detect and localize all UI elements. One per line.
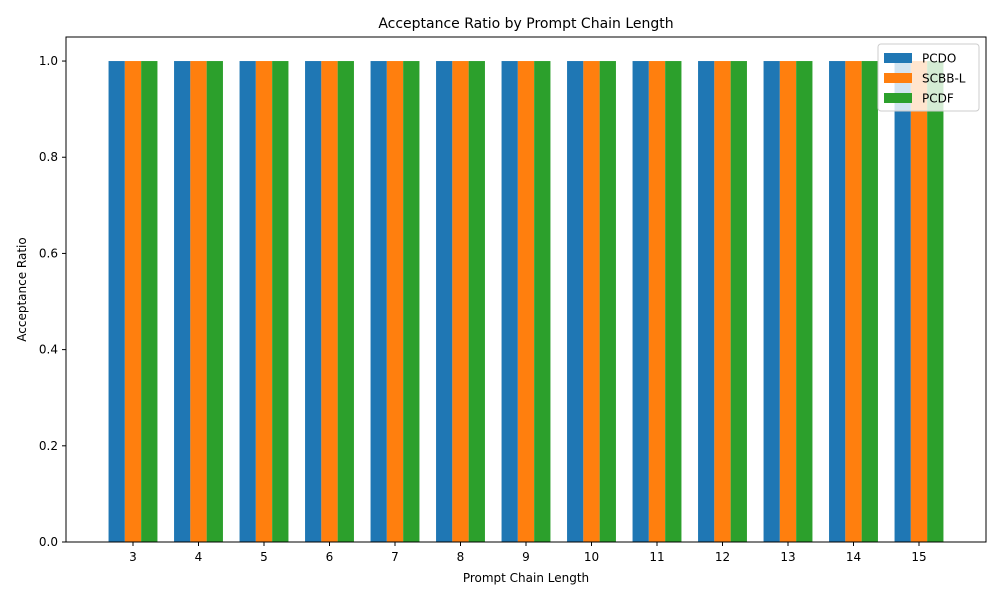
bar-pcdo-14	[829, 61, 846, 543]
bar-pcdo-15	[894, 61, 911, 543]
bar-scbb-l-5	[255, 61, 273, 543]
bar-pcdf-11	[665, 61, 682, 543]
legend: PCDO SCBB-L PCDF	[877, 43, 980, 112]
legend-swatch-pcdo	[884, 53, 912, 63]
bar-pcdo-11	[632, 61, 649, 543]
bar-pcdo-4	[174, 61, 191, 543]
y-tick-label: 0.8	[39, 150, 58, 164]
x-tick-label: 8	[457, 550, 465, 564]
bar-scbb-l-4	[190, 61, 207, 543]
bar-pcdo-6	[305, 61, 322, 543]
bar-pcdf-12	[730, 61, 747, 543]
legend-label-scbb-l: SCBB-L	[922, 72, 966, 86]
x-tick-label: 13	[780, 550, 795, 564]
x-tick-label: 3	[129, 550, 137, 564]
x-tick-label: 5	[260, 550, 268, 564]
y-tick-label: 1.0	[39, 54, 58, 68]
bar-scbb-l-3	[124, 61, 142, 543]
bar-pcdo-13	[763, 61, 780, 543]
y-axis: 0.0 0.2 0.4 0.6 0.8 1.0	[39, 54, 66, 549]
y-tick-label: 0.6	[39, 246, 58, 260]
bar-pcdf-14	[861, 61, 878, 543]
x-tick-label: 14	[846, 550, 861, 564]
legend-label-pcdf: PCDF	[922, 92, 954, 106]
bar-pcdf-4	[206, 61, 223, 543]
bar-pcdf-6	[337, 61, 354, 543]
x-tick-label: 10	[584, 550, 599, 564]
x-tick-label: 15	[911, 550, 926, 564]
y-tick-label: 0.0	[39, 535, 58, 549]
legend-swatch-scbb-l	[884, 73, 912, 83]
bars-group	[108, 61, 944, 543]
x-tick-label: 11	[649, 550, 664, 564]
bar-pcdf-15	[927, 61, 944, 543]
bar-scbb-l-14	[845, 61, 862, 543]
plot-frame	[65, 36, 987, 543]
bar-pcdo-12	[698, 61, 715, 543]
x-tick-label: 4	[195, 550, 203, 564]
bar-pcdo-3	[108, 61, 125, 543]
x-tick-label: 6	[326, 550, 334, 564]
bar-scbb-l-15	[910, 61, 928, 543]
x-axis-label: Prompt Chain Length	[463, 571, 589, 585]
bar-scbb-l-11	[648, 61, 666, 543]
bar-pcdf-8	[468, 61, 485, 543]
bar-scbb-l-12	[714, 61, 731, 543]
bar-pcdo-10	[567, 61, 584, 543]
bar-pcdo-5	[239, 61, 256, 543]
bar-pcdf-5	[272, 61, 289, 543]
y-tick-label: 0.2	[39, 439, 58, 453]
x-tick-label: 9	[522, 550, 530, 564]
bar-pcdf-9	[534, 61, 551, 543]
bar-scbb-l-8	[452, 61, 469, 543]
x-tick-label: 7	[391, 550, 399, 564]
bar-scbb-l-6	[321, 61, 338, 543]
bar-scbb-l-10	[583, 61, 600, 543]
bar-pcdf-3	[141, 61, 158, 543]
bar-pcdf-7	[403, 61, 420, 543]
bar-pcdo-7	[370, 61, 387, 543]
bar-pcdo-9	[501, 61, 518, 543]
legend-swatch-pcdf	[884, 93, 912, 103]
chart-title: Acceptance Ratio by Prompt Chain Length	[378, 16, 673, 32]
x-axis: 3 4 5 6 7 8 9 10 11 12 13 14 15	[129, 542, 927, 564]
legend-label-pcdo: PCDO	[922, 52, 956, 66]
bar-pcdf-13	[796, 61, 813, 543]
bar-scbb-l-9	[517, 61, 535, 543]
bar-pcdo-8	[436, 61, 453, 543]
bar-scbb-l-13	[779, 61, 797, 543]
bar-scbb-l-7	[386, 61, 404, 543]
y-tick-label: 0.4	[39, 343, 58, 357]
bar-pcdf-10	[599, 61, 616, 543]
x-tick-label: 12	[715, 550, 730, 564]
y-axis-label: Acceptance Ratio	[15, 237, 29, 341]
